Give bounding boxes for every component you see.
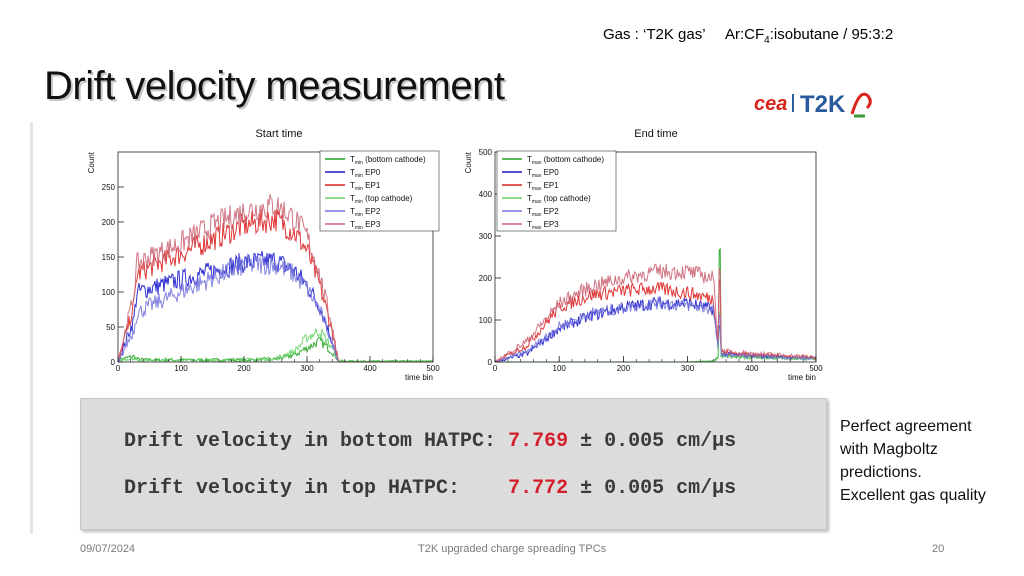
result-bottom-label: Drift velocity in bottom HATPC: bbox=[124, 430, 509, 453]
gas-description: Gas : ‘T2K gas’ Ar:CF4:isobutane / 95:3:… bbox=[603, 26, 893, 46]
result-bottom-value: 7.769 bbox=[508, 430, 569, 453]
x-tick-label: 300 bbox=[681, 364, 695, 373]
y-tick-label: 0 bbox=[111, 358, 116, 367]
legend-label: Tmin EP3 bbox=[350, 220, 381, 231]
x-axis-label: time bin bbox=[788, 373, 816, 382]
chart-title: End time bbox=[634, 128, 677, 140]
x-axis-label: time bin bbox=[405, 373, 433, 382]
x-tick-label: 500 bbox=[809, 364, 823, 373]
results-box: Drift velocity in bottom HATPC: 7.769 ± … bbox=[80, 398, 827, 530]
x-tick-label: 200 bbox=[237, 364, 251, 373]
x-tick-label: 400 bbox=[745, 364, 759, 373]
y-tick-label: 500 bbox=[479, 148, 493, 157]
y-tick-label: 250 bbox=[102, 183, 116, 192]
series-line bbox=[494, 278, 817, 363]
y-tick-label: 150 bbox=[102, 253, 116, 262]
legend-label: Tmin EP1 bbox=[350, 181, 381, 192]
series-line bbox=[117, 208, 433, 363]
series-line bbox=[495, 263, 817, 363]
legend-label: Tmax (bottom cathode) bbox=[527, 155, 604, 166]
series-line bbox=[117, 254, 433, 363]
x-tick-label: 200 bbox=[617, 364, 631, 373]
x-tick-label: 0 bbox=[116, 364, 121, 373]
y-tick-label: 300 bbox=[479, 232, 493, 241]
y-axis-label: Count bbox=[464, 151, 473, 173]
legend-label: Tmax EP0 bbox=[527, 168, 559, 179]
result-top-label: Drift velocity in top HATPC: bbox=[124, 477, 509, 500]
mixture-subscript: 4 bbox=[764, 35, 770, 46]
y-tick-label: 50 bbox=[106, 323, 115, 332]
histogram-panel: Start time 0 100 200 300 400 500 0 50 100 150 200 25… bbox=[33, 122, 873, 397]
series-line bbox=[117, 328, 434, 363]
y-tick-label: 100 bbox=[102, 288, 116, 297]
result-top-unit: ± 0.005 cm/μs bbox=[568, 477, 737, 500]
result-bottom-unit: ± 0.005 cm/μs bbox=[568, 430, 737, 453]
result-top-hatpc: Drift velocity in top HATPC: 7.772 ± 0.0… bbox=[124, 477, 736, 500]
side-note-line: Perfect agreement bbox=[840, 418, 972, 435]
chart-title: Start time bbox=[255, 128, 302, 140]
legend-label: Tmin EP0 bbox=[350, 168, 381, 179]
y-tick-label: 200 bbox=[102, 218, 116, 227]
x-tick-label: 300 bbox=[300, 364, 314, 373]
legend-box bbox=[319, 150, 440, 232]
legend-label: Tmin (bottom cathode) bbox=[350, 155, 426, 166]
x-tick-label: 100 bbox=[174, 364, 188, 373]
y-tick-label: 400 bbox=[479, 190, 493, 199]
result-bottom-hatpc: Drift velocity in bottom HATPC: 7.769 ± … bbox=[124, 430, 736, 453]
x-tick-label: 100 bbox=[553, 364, 567, 373]
page-number: 20 bbox=[932, 543, 945, 555]
side-note-line: predictions. bbox=[840, 464, 922, 481]
result-top-value: 7.772 bbox=[508, 477, 569, 500]
legend-label: Tmax EP1 bbox=[527, 181, 559, 192]
y-tick-label: 200 bbox=[479, 274, 493, 283]
mixture-suffix: :isobutane / 95:3:2 bbox=[769, 26, 894, 43]
x-tick-label: 500 bbox=[426, 364, 440, 373]
legend-box bbox=[496, 150, 617, 232]
y-tick-label: 0 bbox=[488, 358, 493, 367]
x-tick-label: 0 bbox=[493, 364, 498, 373]
legend-label: Tmax EP2 bbox=[527, 207, 559, 218]
y-tick-label: 100 bbox=[479, 316, 493, 325]
page-title: Drift velocity measurement bbox=[44, 64, 505, 108]
title-shadow: Drift velocity measurement bbox=[46, 66, 507, 110]
decorative-band bbox=[30, 122, 33, 534]
legend-label: Tmin EP2 bbox=[350, 207, 381, 218]
svg-text:T2K: T2K bbox=[800, 91, 846, 118]
x-tick-label: 400 bbox=[363, 364, 377, 373]
legend-label: Tmax EP3 bbox=[527, 220, 559, 231]
legend-label: Tmax (top cathode) bbox=[527, 194, 591, 205]
svg-text:cea: cea bbox=[754, 93, 787, 115]
side-note-line: with Magboltz bbox=[840, 441, 938, 458]
plot-frame bbox=[494, 151, 817, 363]
chart-start-time: Start time 0 100 200 300 400 500 0 50 100 150 200 25… bbox=[87, 128, 440, 382]
series-line bbox=[494, 296, 817, 363]
mixture-prefix: Ar:CF bbox=[725, 26, 765, 43]
y-axis-label: Count bbox=[87, 151, 96, 173]
legend-label: Tmin (top cathode) bbox=[350, 194, 413, 205]
footer-title: T2K upgraded charge spreading TPCs bbox=[418, 543, 607, 555]
side-note-line: Excellent gas quality bbox=[840, 487, 986, 504]
cea-t2k-logo: cea T2K bbox=[750, 86, 875, 120]
footer-date: 09/07/2024 bbox=[80, 543, 136, 555]
gas-label: Gas : ‘T2K gas’ bbox=[603, 26, 705, 43]
side-note: Perfect agreement with Magboltz predicti… bbox=[840, 415, 986, 507]
chart-end-time: End time 0 100 200 300 400 500 0 100 200 300 400 500… bbox=[464, 128, 823, 382]
